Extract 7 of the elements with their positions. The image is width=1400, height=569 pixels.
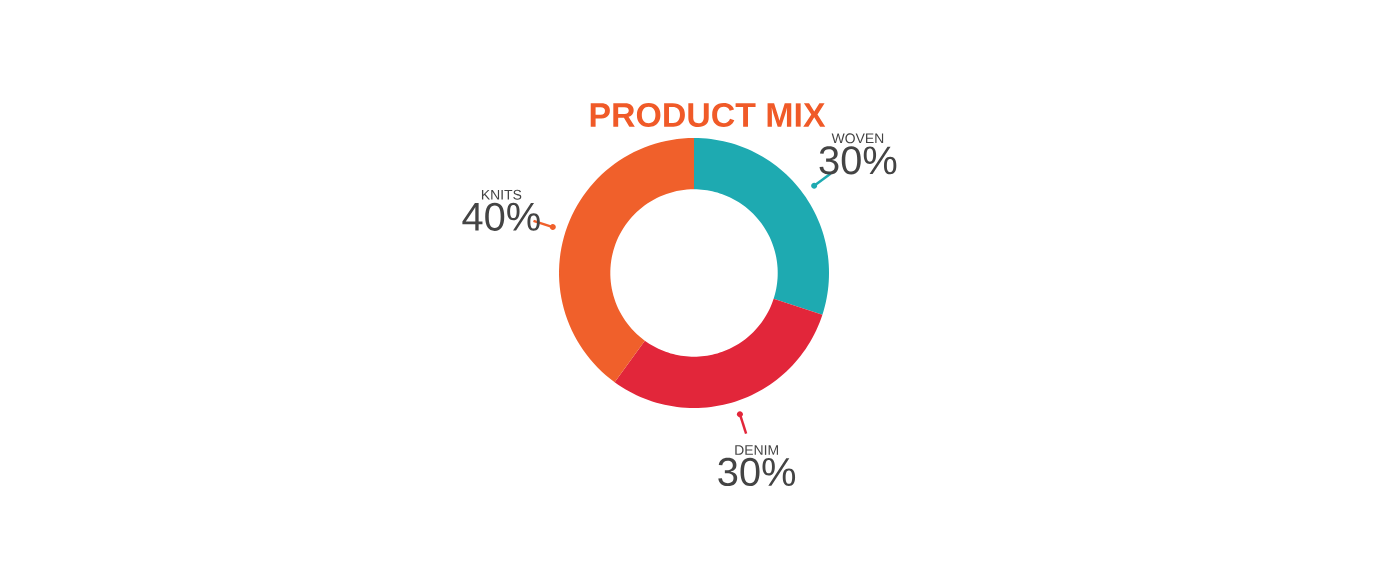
data-label: 30%: [819, 146, 897, 175]
chart-title: PRODUCT MIX: [590, 103, 826, 127]
data-label: 30%: [718, 457, 796, 487]
slice-label: DENIM: [735, 445, 778, 455]
data-label: 40%: [462, 202, 540, 231]
slice-label: WOVEN: [831, 133, 884, 144]
slice-label: KNITS: [481, 189, 522, 200]
